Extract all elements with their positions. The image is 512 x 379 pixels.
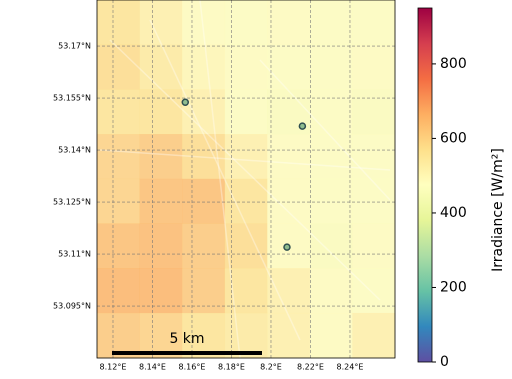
location-marker	[182, 99, 188, 105]
heat-cell	[182, 179, 225, 224]
heat-cell	[352, 224, 395, 269]
heat-cell	[267, 268, 310, 313]
heat-cell	[352, 0, 395, 45]
heat-cell	[140, 45, 183, 90]
heat-cell	[97, 45, 140, 90]
colorbar-tick-label: 0	[440, 354, 449, 370]
heat-cell	[310, 134, 353, 179]
x-tick-label: 8.24°E	[337, 363, 364, 372]
colorbar	[418, 8, 432, 362]
colorbar-tick-label: 400	[440, 205, 467, 221]
heat-cell	[352, 313, 395, 358]
x-tick-label: 8.16°E	[179, 363, 206, 372]
heat-cell	[225, 45, 268, 90]
y-tick-label: 53.11°N	[58, 250, 91, 259]
heat-cell	[140, 89, 183, 134]
y-tick-label: 53.155°N	[53, 94, 91, 103]
heat-cell	[97, 179, 140, 224]
heat-cell	[140, 224, 183, 269]
heat-cell	[267, 313, 310, 358]
colorbar-tick-label: 200	[440, 279, 467, 295]
y-tick-label: 53.095°N	[53, 302, 91, 311]
heat-cell	[182, 224, 225, 269]
heat-cell	[97, 224, 140, 269]
heat-cell	[352, 89, 395, 134]
heat-cell	[267, 0, 310, 45]
x-tick-label: 8.22°E	[297, 363, 324, 372]
heat-cell	[182, 89, 225, 134]
y-tick-label: 53.14°N	[58, 146, 91, 155]
map-figure: Irradiance [W/m²] 8.12°E 8.14°E 8.16°E 8.18…	[0, 0, 512, 379]
heat-cell	[352, 179, 395, 224]
heat-cell	[310, 268, 353, 313]
heat-cell	[352, 134, 395, 179]
heat-cell	[352, 268, 395, 313]
heat-cell	[140, 268, 183, 313]
y-tick-label: 53.17°N	[58, 42, 91, 51]
colorbar-tick-label: 800	[440, 56, 467, 72]
colorbar-label: Irradiance [W/m²]	[490, 148, 506, 272]
heat-cell	[267, 134, 310, 179]
location-marker	[284, 244, 290, 250]
scale-bar-label: 5 km	[169, 331, 204, 347]
location-marker	[299, 123, 305, 129]
heat-cell	[310, 89, 353, 134]
colorbar-tick-label: 600	[440, 130, 467, 146]
heat-cell	[182, 45, 225, 90]
heat-cell	[97, 134, 140, 179]
heat-cell	[267, 179, 310, 224]
heat-cell	[140, 0, 183, 45]
heat-cell	[310, 224, 353, 269]
heat-cell	[225, 89, 268, 134]
y-tick-label: 53.125°N	[53, 198, 91, 207]
heat-cell	[140, 134, 183, 179]
x-tick-label: 8.18°E	[218, 363, 245, 372]
heat-cell	[225, 224, 268, 269]
heat-cell	[310, 45, 353, 90]
heat-cell	[97, 89, 140, 134]
heat-cell	[97, 0, 140, 45]
heat-cell	[267, 45, 310, 90]
x-tick-label: 8.12°E	[100, 363, 127, 372]
heat-cell	[225, 0, 268, 45]
heat-cell	[310, 313, 353, 358]
heat-cell	[352, 45, 395, 90]
heat-cell	[182, 268, 225, 313]
heat-cell	[140, 179, 183, 224]
heat-cell	[310, 0, 353, 45]
heat-cell	[97, 268, 140, 313]
x-tick-label: 8.2°E	[260, 363, 282, 372]
heat-cell	[310, 179, 353, 224]
x-tick-label: 8.14°E	[139, 363, 166, 372]
